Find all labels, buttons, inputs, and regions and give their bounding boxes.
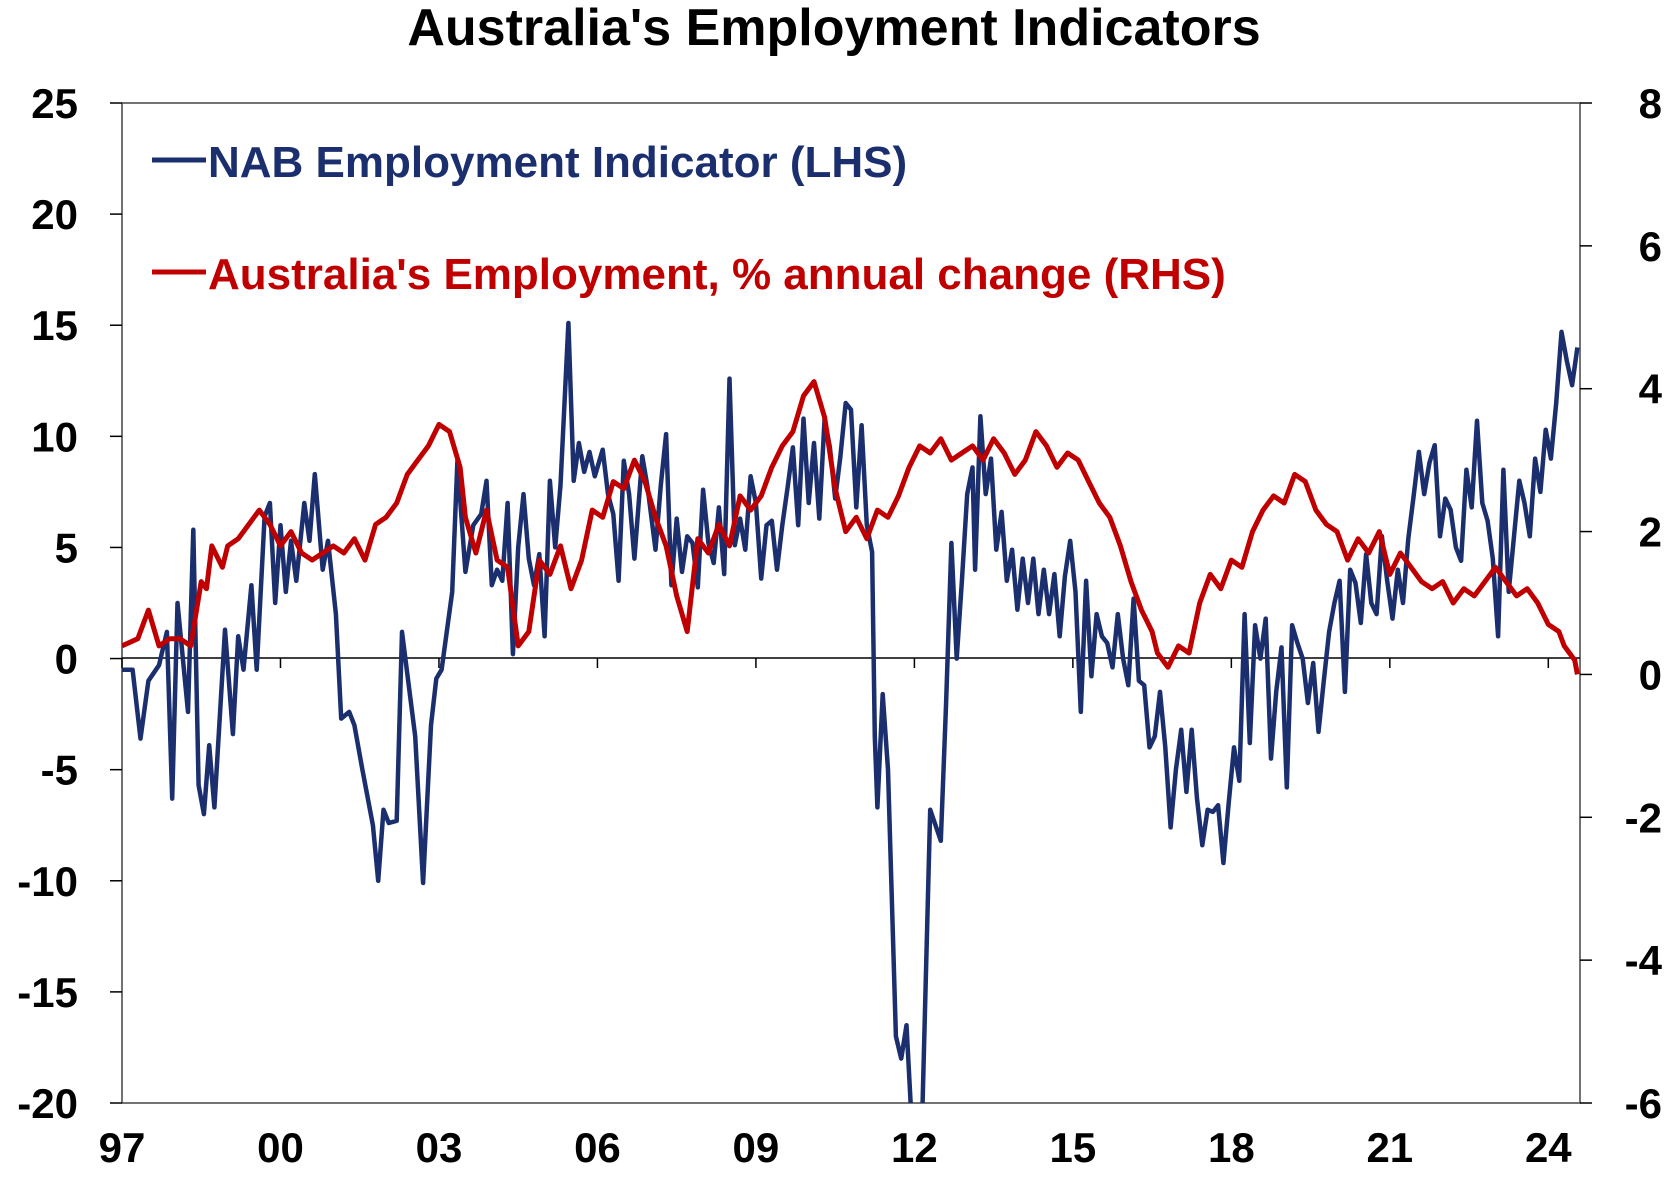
x-tick-label: 12 (891, 1124, 938, 1171)
y-axis-left: 25 20 15 10 5 0 -5 -10 -15 -20 (17, 80, 122, 1127)
x-tick-label: 09 (733, 1124, 780, 1171)
series-line-nab (122, 320, 1580, 1103)
x-tick-label: 03 (416, 1124, 463, 1171)
y-left-tick-label: 10 (31, 413, 78, 460)
y-left-tick-label: 20 (31, 191, 78, 238)
legend-label: Australia's Employment, % annual change … (208, 250, 1226, 299)
series-line-employment (122, 379, 1580, 675)
x-tick-label: 15 (1050, 1124, 1097, 1171)
x-tick-label: 18 (1208, 1124, 1255, 1171)
y-right-tick-label: 8 (1639, 80, 1662, 127)
x-tick-label: 97 (99, 1124, 146, 1171)
y-right-tick-label: 0 (1639, 651, 1662, 698)
plot-area (121, 102, 1581, 1104)
y-right-tick-label: -2 (1625, 794, 1662, 841)
y-right-tick-label: 4 (1639, 366, 1663, 413)
x-tick-label: 00 (257, 1124, 304, 1171)
y-right-tick-label: -4 (1625, 937, 1663, 984)
y-left-tick-label: -5 (41, 747, 78, 794)
legend: NAB Employment Indicator (LHS) Australia'… (152, 138, 1226, 299)
y-left-tick-label: -15 (17, 969, 78, 1016)
series-group (122, 320, 1580, 1103)
chart-title: Australia's Employment Indicators (407, 0, 1260, 57)
y-right-tick-label: 2 (1639, 509, 1662, 556)
x-tick-label: 06 (574, 1124, 621, 1171)
y-left-tick-label: -10 (17, 858, 78, 905)
y-left-tick-label: 25 (31, 80, 78, 127)
legend-label: NAB Employment Indicator (LHS) (208, 138, 907, 187)
y-left-tick-label: -20 (17, 1080, 78, 1127)
y-right-tick-label: -6 (1625, 1080, 1662, 1127)
y-left-tick-label: 0 (55, 636, 78, 683)
x-axis: 97 00 03 06 09 12 15 18 21 24 (99, 658, 1572, 1171)
y-axis-right: 8 6 4 2 0 -2 -4 -6 (1580, 80, 1663, 1127)
x-tick-label: 21 (1366, 1124, 1413, 1171)
y-right-tick-label: 6 (1639, 223, 1662, 270)
y-left-tick-label: 5 (55, 524, 78, 571)
y-left-tick-label: 15 (31, 302, 78, 349)
x-tick-label: 24 (1525, 1124, 1572, 1171)
